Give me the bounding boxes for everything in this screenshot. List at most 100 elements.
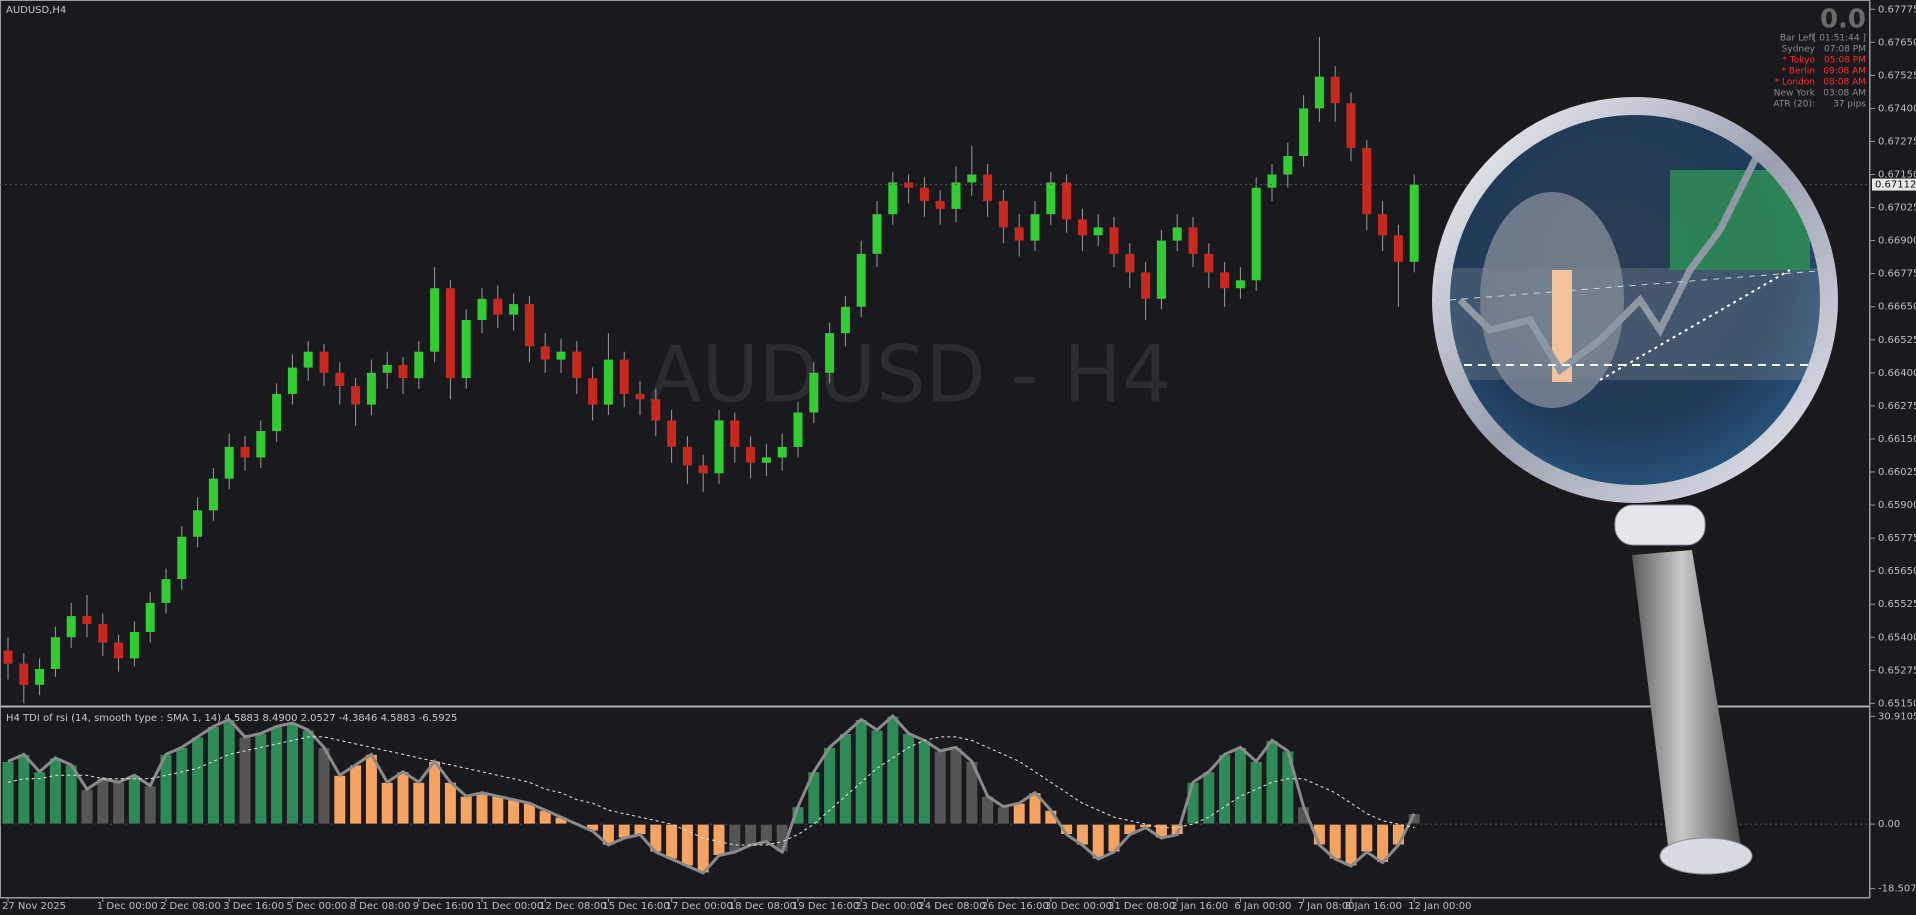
- y-tick-label: 0.65900: [1878, 500, 1916, 511]
- y-tick-label: 0.67400: [1878, 103, 1916, 114]
- candle-body: [698, 465, 708, 474]
- candle-body: [809, 372, 819, 413]
- y-tick-label: 30.9105: [1878, 711, 1916, 722]
- candle-body: [1330, 76, 1340, 104]
- candle-body: [1220, 272, 1230, 289]
- candle-body: [1393, 235, 1403, 262]
- histogram-bar: [1202, 771, 1216, 825]
- histogram-bar: [206, 725, 220, 825]
- histogram-bar: [1186, 781, 1200, 825]
- histogram-bar: [1344, 823, 1358, 867]
- candle-body: [635, 393, 645, 400]
- y-tick-label: 0.65400: [1878, 632, 1916, 643]
- histogram-bar: [854, 718, 868, 825]
- y-tick-label: 0.66900: [1878, 236, 1916, 247]
- x-tick-label: 27 Nov 2025: [2, 901, 66, 912]
- candle-body: [35, 668, 45, 685]
- x-tick-label: 5 Dec 00:00: [286, 901, 347, 912]
- y-tick-label: 0.65525: [1878, 599, 1916, 610]
- candle-body: [445, 288, 455, 379]
- info-value: [ 01:51:44 ]: [1813, 34, 1866, 44]
- last-price-box: [1872, 178, 1916, 191]
- lens-line: [1457, 148, 1764, 376]
- histogram-bar: [507, 799, 521, 825]
- histogram-bar: [680, 823, 694, 867]
- x-tick-label: 3 Dec 16:00: [223, 901, 284, 912]
- x-tick-label: 9 Dec 16:00: [413, 901, 474, 912]
- histogram-bar: [712, 823, 726, 857]
- candle-body: [287, 367, 297, 394]
- candle-body: [145, 602, 155, 632]
- histogram-bar: [112, 781, 126, 825]
- histogram-bar: [317, 746, 331, 825]
- histogram-bar: [1012, 802, 1026, 825]
- histogram-bar: [80, 788, 94, 825]
- histogram-bar: [728, 823, 742, 853]
- candle-body: [177, 536, 187, 580]
- candle-body: [1251, 187, 1261, 281]
- x-tick-label: 8 Jan 16:00: [1345, 901, 1402, 912]
- candle-body: [430, 288, 440, 352]
- candle-body: [366, 372, 376, 405]
- candle-body: [224, 446, 234, 479]
- candle-body: [303, 351, 313, 368]
- magnifier-collar: [1614, 504, 1706, 546]
- histogram-bar: [380, 781, 394, 825]
- watermark: AUDUSD - H4: [648, 330, 1171, 420]
- lens-dash: [1599, 269, 1791, 381]
- candle-body: [1267, 174, 1277, 188]
- x-tick-label: 24 Dec 08:00: [918, 901, 985, 912]
- candle-body: [1204, 253, 1214, 273]
- candle-body: [919, 187, 929, 201]
- x-tick-label: 19 Dec 16:00: [792, 901, 859, 912]
- candle-body: [319, 351, 329, 373]
- histogram-bar: [443, 781, 457, 825]
- candle-body: [856, 253, 866, 307]
- histogram-bar: [127, 774, 141, 825]
- magnifier-ring: [1432, 97, 1838, 503]
- candle-body: [493, 298, 503, 315]
- info-panel: 0.0 Bar Left[ 01:51:44 ]Sydney 07:08 PM * …: [1773, 5, 1866, 110]
- candle-body: [66, 616, 76, 638]
- histogram-bar: [475, 792, 489, 825]
- candle-body: [272, 393, 282, 432]
- candle-body: [1362, 148, 1372, 215]
- candle-body: [872, 214, 882, 254]
- candle-body: [19, 663, 29, 685]
- y-tick-label: 0.66400: [1878, 368, 1916, 379]
- y-tick-label: 0.67150: [1878, 170, 1916, 181]
- x-tick-label: 2 Dec 08:00: [160, 901, 221, 912]
- info-label: Sydney: [1782, 45, 1816, 55]
- histogram-bar: [412, 781, 426, 825]
- y-tick-label: 0.67275: [1878, 136, 1916, 147]
- y-tick-label: 0.67525: [1878, 70, 1916, 81]
- candle-body: [714, 420, 724, 474]
- x-tick-label: 2 Jan 16:00: [1171, 901, 1228, 912]
- candle-body: [967, 174, 977, 183]
- candle-body: [1077, 219, 1087, 236]
- candle-body: [82, 616, 92, 625]
- candle-body: [3, 650, 13, 664]
- candle-body: [983, 174, 993, 201]
- candle-body: [1062, 182, 1072, 220]
- y-tick-label: 0.65775: [1878, 533, 1916, 544]
- candle-body: [556, 351, 566, 360]
- info-value: 05:08 PM: [1824, 56, 1866, 66]
- y-tick-label: 0.66150: [1878, 434, 1916, 445]
- x-tick-label: 8 Dec 08:00: [350, 901, 411, 912]
- histogram-bar: [1265, 739, 1279, 825]
- histogram-bar: [33, 771, 47, 825]
- x-tick-label: 12 Dec 08:00: [539, 901, 606, 912]
- histogram-bar: [1, 760, 15, 825]
- candle-body: [603, 359, 613, 405]
- candle-body: [477, 298, 487, 320]
- candle-body: [904, 182, 914, 188]
- histogram-bar: [949, 746, 963, 825]
- x-tick-label: 1 Dec 00:00: [97, 901, 158, 912]
- candle-body: [540, 346, 550, 360]
- candle-body: [240, 446, 250, 458]
- candle-body: [335, 372, 345, 387]
- histogram-bar: [933, 750, 947, 825]
- x-tick-label: 11 Dec 00:00: [476, 901, 543, 912]
